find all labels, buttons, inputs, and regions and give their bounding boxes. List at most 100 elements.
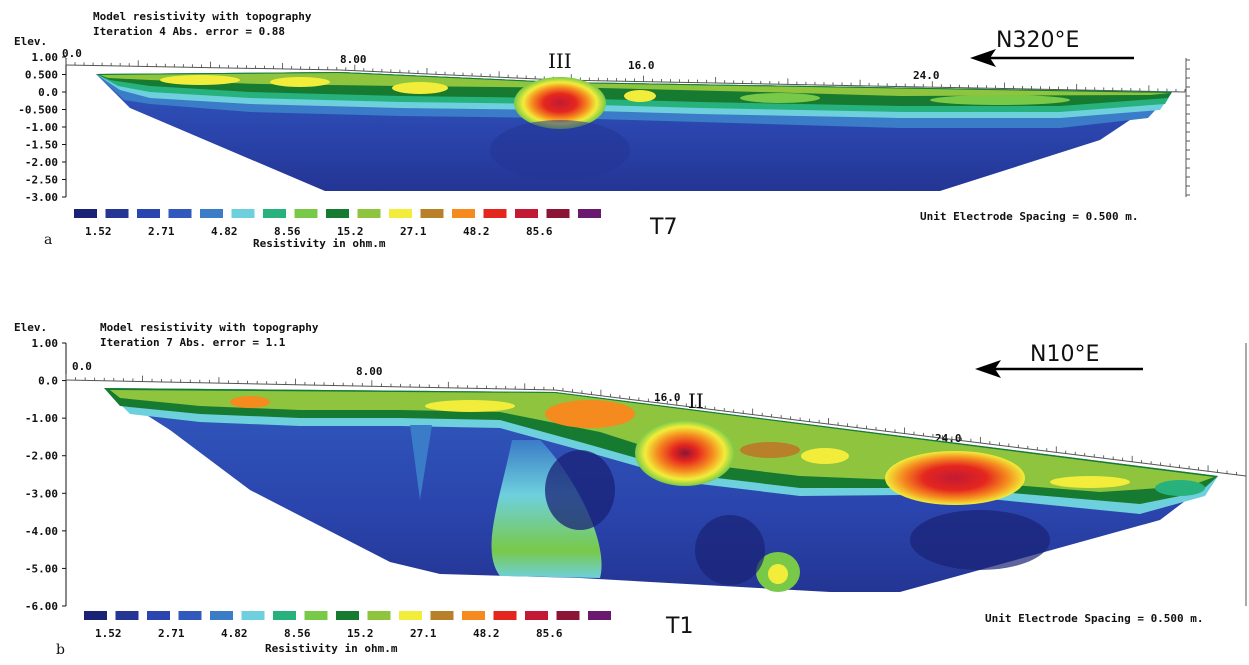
- subtitle-a: Iteration 4 Abs. error = 0.88: [93, 25, 285, 38]
- legend-b-swatch-4: [210, 611, 233, 620]
- panel-label-b: b: [56, 642, 65, 658]
- y-ticks-a: 1.00 0.500 0.0 -0.500 -1.00 -1.50 -2.00 -2.50 -3…: [18, 51, 66, 204]
- legend-b-swatch-15: [556, 611, 580, 620]
- legend-b-tick-label-0: 1.52: [95, 627, 122, 640]
- resistivity-section-a: [96, 72, 1172, 191]
- legend-a-swatch-11: [420, 209, 444, 218]
- deep-low-b3: [910, 510, 1050, 570]
- anomaly-label-b: II: [688, 389, 704, 413]
- panel-label-a: a: [44, 232, 52, 248]
- legend-a-swatch-0: [74, 209, 97, 218]
- y-b-tick-label-6: -5.00: [25, 562, 58, 575]
- legend-b-swatch-13: [493, 611, 517, 620]
- y-a-tick-label-3: -0.500: [18, 104, 58, 117]
- legend-a-swatch-14: [515, 209, 538, 218]
- resistivity-section-b: [104, 388, 1218, 592]
- spacing-text-a: Unit Electrode Spacing = 0.500 m.: [920, 210, 1139, 223]
- x-tick-label-b-0: 0.0: [72, 360, 92, 373]
- anomaly-label-a: III: [548, 49, 572, 73]
- legend-a-tick-label-7: 85.6: [526, 225, 553, 238]
- subtitle-b: Iteration 7 Abs. error = 1.1: [100, 336, 286, 349]
- y-a-tick-label-8: -3.00: [25, 191, 58, 204]
- title-b: Model resistivity with topography: [100, 321, 319, 334]
- legend-a-swatch-4: [200, 209, 223, 218]
- legend-a-swatch-1: [105, 209, 129, 218]
- y-b-tick-label-1: 0.0: [38, 375, 58, 388]
- green-patch-a6: [930, 95, 1070, 105]
- anomaly-b-II: [635, 420, 735, 486]
- surface-line-b: [65, 379, 1247, 477]
- direction-label-a: N320°E: [996, 28, 1079, 53]
- anomaly-a-III: [514, 77, 606, 129]
- legend-a-tick-label-2: 4.82: [211, 225, 238, 238]
- x-tick-label-b-1: 8.00: [356, 365, 383, 378]
- resistive-vein-b: [491, 440, 602, 578]
- legend-a-swatch-15: [546, 209, 570, 218]
- green-patch-a5: [740, 93, 820, 103]
- x-tick-label-a-2: 16.0: [628, 59, 655, 72]
- deep-low-b1: [545, 450, 615, 530]
- profile-name-b: T1: [665, 614, 693, 639]
- direction-label-b: N10°E: [1030, 342, 1099, 367]
- yellow-patch-b6: [1050, 476, 1130, 488]
- ylabel-a: Elev.: [14, 35, 47, 48]
- section-plot-a: Model resistivity with topography Iterat…: [14, 10, 1190, 250]
- x-ticks-a: [65, 59, 1186, 92]
- legend-title-a: Resistivity in ohm.m: [253, 237, 386, 250]
- x-ticks-b: [65, 374, 1247, 476]
- legend-a-swatch-6: [263, 209, 286, 218]
- y-b-tick-label-2: -1.00: [25, 412, 58, 425]
- legend-a-tick-label-5: 27.1: [400, 225, 427, 238]
- legend-b-swatch-9: [367, 611, 391, 620]
- profile-name-a: T7: [649, 215, 677, 240]
- legend-a-tick-label-6: 48.2: [463, 225, 490, 238]
- teal-patch-b7: [1155, 480, 1205, 496]
- y-a-tick-label-4: -1.00: [25, 121, 58, 134]
- section-plot-b: Elev. Model resistivity with topography …: [14, 321, 1247, 658]
- panel-a: Model resistivity with topography Iterat…: [0, 0, 1249, 290]
- legend-b-swatch-3: [178, 611, 202, 620]
- legend-a-swatch-2: [137, 209, 160, 218]
- legend-b-tick-label-3: 8.56: [284, 627, 311, 640]
- y-a-tick-label-6: -2.00: [25, 156, 58, 169]
- color-legend-b: 1.52 2.71 4.82 8.56 15.2 27.1 48.2 85.6: [84, 611, 611, 640]
- x-tick-label-a-0: 0.0: [62, 47, 82, 60]
- deep-yellow-patch-b: [768, 564, 788, 584]
- x-tick-label-a-1: 8.00: [340, 53, 367, 66]
- brown-patch-b4: [740, 442, 800, 458]
- y-a-tick-label-2: 0.0: [38, 86, 58, 99]
- orange-patch-b3: [545, 400, 635, 428]
- yellow-patch-b2: [425, 400, 515, 412]
- y-b-tick-label-0: 1.00: [32, 337, 59, 350]
- yellow-patch-a1: [160, 75, 240, 85]
- y-a-tick-label-1: 0.500: [25, 69, 58, 82]
- legend-a-tick-label-0: 1.52: [85, 225, 112, 238]
- right-ticks-a: [1186, 59, 1190, 196]
- y-b-tick-label-7: -6.00: [25, 600, 58, 613]
- deep-low-b2: [695, 515, 765, 585]
- x-tick-label-a-3: 24.0: [913, 69, 940, 82]
- legend-b-swatch-6: [273, 611, 296, 620]
- ylabel-b: Elev.: [14, 321, 47, 334]
- legend-a-tick-label-3: 8.56: [274, 225, 301, 238]
- legend-a-tick-label-4: 15.2: [337, 225, 364, 238]
- legend-a-swatch-12: [452, 209, 475, 218]
- legend-b-swatch-2: [147, 611, 170, 620]
- x-tick-label-b-2: 16.0: [654, 391, 681, 404]
- narrow-vein-b: [410, 425, 432, 500]
- yellow-patch-a3: [392, 82, 448, 94]
- yellow-patch-a2: [270, 77, 330, 87]
- y-a-tick-label-0: 1.00: [32, 51, 59, 64]
- legend-a-swatch-7: [294, 209, 318, 218]
- legend-b-swatch-11: [430, 611, 454, 620]
- legend-b-swatch-5: [241, 611, 265, 620]
- yellow-patch-b5: [801, 448, 849, 464]
- legend-b-swatch-16: [588, 611, 611, 620]
- title-a: Model resistivity with topography: [93, 10, 312, 23]
- legend-b-tick-label-7: 85.6: [536, 627, 563, 640]
- legend-b-swatch-10: [399, 611, 422, 620]
- deep-low-a: [490, 120, 630, 180]
- legend-b-swatch-1: [115, 611, 139, 620]
- y-ticks-b: 1.00 0.0 -1.00 -2.00 -3.00 -4.00 -5.00 -6.00: [25, 337, 66, 613]
- legend-b-swatch-0: [84, 611, 107, 620]
